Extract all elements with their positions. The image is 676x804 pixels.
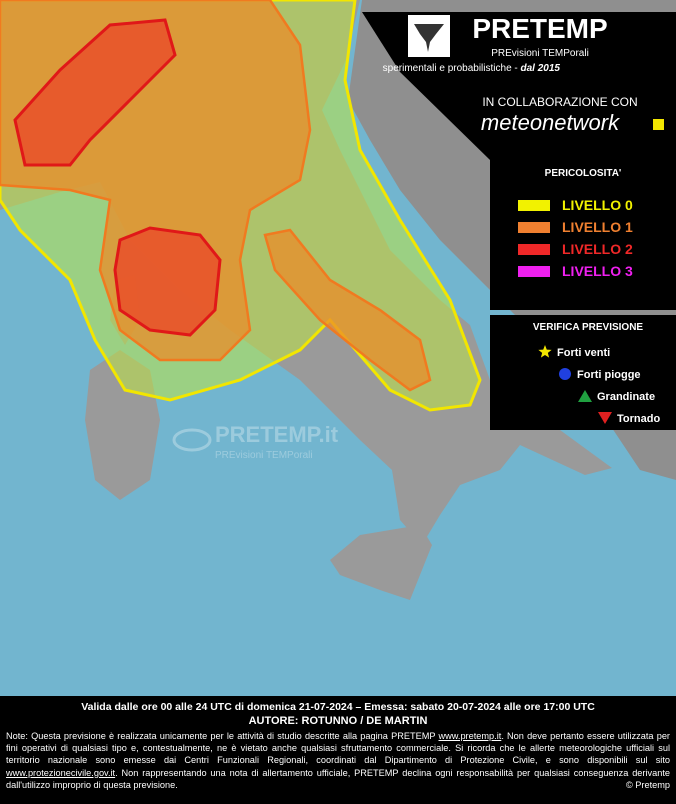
watermark-title: PRETEMP.it	[215, 422, 339, 447]
brand-subtitle: PREvisioni TEMPorali	[491, 48, 589, 59]
watermark-icon	[172, 428, 212, 452]
level-label: LIVELLO 3	[562, 263, 633, 279]
level-swatch	[518, 244, 550, 255]
watermark: PRETEMP.it PREvisioni TEMPorali	[172, 422, 339, 461]
level2-zone	[113, 226, 222, 337]
verification-legend-title: VERIFICA PREVISIONE	[533, 322, 644, 333]
verification-label: Forti venti	[557, 347, 610, 359]
tagline-since: dal 2015	[521, 63, 561, 74]
level-swatch	[518, 266, 550, 277]
level2-zone	[13, 18, 177, 167]
note-text: . Non deve pertanto essere utilizzata pe…	[6, 731, 670, 766]
author: AUTORE: ROTUNNO / DE MARTIN	[248, 715, 428, 727]
partner-name: meteonetwork	[481, 110, 620, 135]
circle-symbol	[559, 368, 571, 380]
partner-dot	[653, 119, 664, 130]
copyright: © Pretemp	[625, 779, 670, 790]
level-swatch	[518, 222, 550, 233]
triangle-up-symbol	[578, 390, 592, 402]
danger-legend	[490, 160, 676, 310]
watermark-subtitle: PREvisioni TEMPorali	[215, 450, 313, 461]
brand-title: PRETEMP	[472, 13, 607, 44]
danger-legend-title: PERICOLOSITA'	[545, 168, 622, 179]
triangle-down-symbol	[598, 412, 612, 424]
pretemp-link[interactable]: www.pretemp.it	[438, 731, 502, 741]
tagline-text: sperimentali e probabilistiche -	[383, 63, 521, 74]
level-swatch	[518, 200, 550, 211]
note-text: . Non rappresentando una nota di allerta…	[6, 767, 670, 790]
note: Note: Questa previsione è realizzata uni…	[6, 730, 670, 791]
partner-intro: IN COLLABORAZIONE CON	[482, 95, 637, 109]
tornado-icon	[414, 24, 444, 52]
footer: Valida dalle ore 00 alle 24 UTC di domen…	[0, 696, 676, 804]
forecast-map: PRETEMP PREvisioni TEMPorali sperimental…	[0, 0, 676, 696]
level-label: LIVELLO 0	[562, 197, 633, 213]
verification-label: Grandinate	[597, 391, 655, 403]
star-symbol	[538, 345, 552, 358]
note-text: Note: Questa previsione è realizzata uni…	[6, 731, 439, 741]
sicily	[330, 525, 432, 600]
level-label: LIVELLO 2	[562, 241, 633, 257]
validity: Valida dalle ore 00 alle 24 UTC di domen…	[81, 701, 595, 713]
verification-legend	[490, 315, 676, 430]
protezione-civile-link[interactable]: www.protezionecivile.gov.it	[6, 767, 116, 778]
tagline: sperimentali e probabilistiche - dal 201…	[383, 63, 561, 74]
level-label: LIVELLO 1	[562, 219, 633, 235]
verification-label: Forti piogge	[577, 369, 641, 381]
level1-zone	[263, 228, 432, 392]
verification-label: Tornado	[617, 413, 660, 425]
